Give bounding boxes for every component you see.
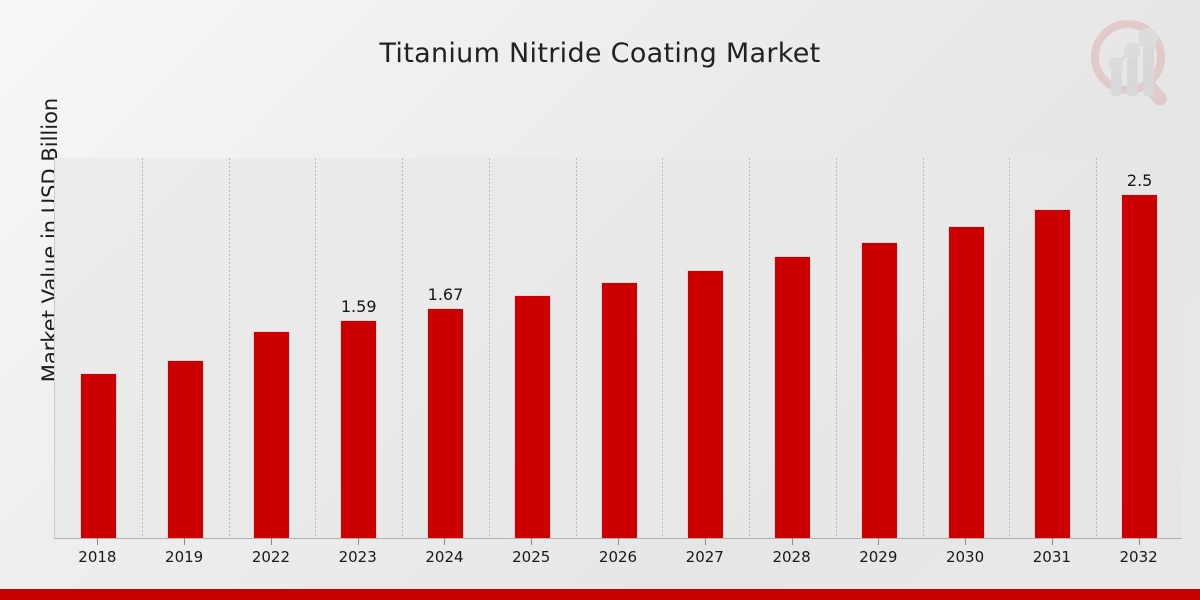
gridline <box>488 158 490 539</box>
bar-2031[interactable] <box>1034 209 1072 539</box>
gridline <box>922 158 924 539</box>
x-tick <box>704 538 706 545</box>
bar-rect[interactable] <box>166 360 204 539</box>
bar-rect[interactable] <box>1121 194 1159 539</box>
bar-rect[interactable] <box>513 295 551 539</box>
gridline <box>662 158 664 539</box>
x-tick <box>618 538 619 545</box>
x-tick <box>878 538 880 545</box>
bar-rect[interactable] <box>340 320 378 539</box>
bar-value-label-2023: 1.59 <box>340 297 377 316</box>
footer-accent-bar <box>0 589 1200 600</box>
x-tick-label-2031: 2031 <box>1032 548 1071 566</box>
bar-rect[interactable] <box>426 308 464 539</box>
bar-rect[interactable] <box>860 242 898 539</box>
x-tick <box>531 538 533 545</box>
bar-2022[interactable] <box>253 331 291 539</box>
bar-2018[interactable] <box>79 373 117 539</box>
bar-rect[interactable] <box>600 282 638 539</box>
bar-rect[interactable] <box>947 226 985 539</box>
x-tick <box>444 538 446 545</box>
bar-rect[interactable] <box>79 373 117 539</box>
x-tick-label-2022: 2022 <box>251 548 291 566</box>
bar-2026[interactable] <box>600 282 638 539</box>
bar-series: 1.59 1.67 2.5 <box>55 158 1182 539</box>
x-tick <box>1138 538 1140 545</box>
gridline <box>575 158 577 539</box>
bar-rect[interactable] <box>253 331 291 539</box>
bar-2028[interactable] <box>774 256 812 539</box>
gridline <box>1096 158 1098 539</box>
bar-2027[interactable] <box>687 270 725 539</box>
x-tick <box>965 538 967 545</box>
bar-2029[interactable] <box>860 242 898 539</box>
gridline <box>835 158 837 539</box>
x-tick <box>357 538 359 545</box>
bar-2019[interactable] <box>166 360 204 539</box>
x-tick-label-2019: 2019 <box>165 548 204 566</box>
x-tick <box>1051 538 1053 545</box>
x-tick <box>791 538 793 545</box>
bar-value-label-2032: 2.5 <box>1126 171 1153 190</box>
x-tick-label-2026: 2026 <box>598 548 638 566</box>
bar-2032[interactable]: 2.5 <box>1121 171 1159 539</box>
magnifier-bar-chart-logo <box>1086 18 1178 106</box>
x-tick-label-2029: 2029 <box>859 548 898 566</box>
x-tick <box>97 538 99 545</box>
bar-rect[interactable] <box>687 270 725 539</box>
x-tick <box>184 538 186 545</box>
plot-area: 1.59 1.67 2.5 <box>54 158 1182 539</box>
gridline <box>228 158 230 539</box>
gridline <box>141 158 143 539</box>
bar-2025[interactable] <box>513 295 551 539</box>
bar-rect[interactable] <box>774 256 812 539</box>
gridline <box>315 158 317 539</box>
gridline <box>402 158 404 539</box>
x-tick-label-2030: 2030 <box>945 548 985 566</box>
bar-value-label-2024: 1.67 <box>427 285 464 304</box>
x-tick-label-2018: 2018 <box>78 548 117 566</box>
page-title: Titanium Nitride Coating Market <box>379 38 821 69</box>
x-tick-label-2024: 2024 <box>425 548 464 566</box>
x-tick-label-2023: 2023 <box>338 548 377 566</box>
bar-2023[interactable]: 1.59 <box>340 297 378 539</box>
x-tick-label-2027: 2027 <box>685 548 724 566</box>
x-tick-label-2025: 2025 <box>512 548 551 566</box>
x-tick-label-2028: 2028 <box>772 548 811 566</box>
gridline <box>749 158 751 539</box>
bar-2024[interactable]: 1.67 <box>426 285 464 539</box>
x-tick <box>270 538 272 545</box>
gridlines <box>55 158 1182 539</box>
bar-rect[interactable] <box>1034 209 1072 539</box>
bar-2030[interactable] <box>947 226 985 539</box>
x-tick-label-2032: 2032 <box>1119 548 1158 566</box>
gridline <box>1009 158 1011 539</box>
